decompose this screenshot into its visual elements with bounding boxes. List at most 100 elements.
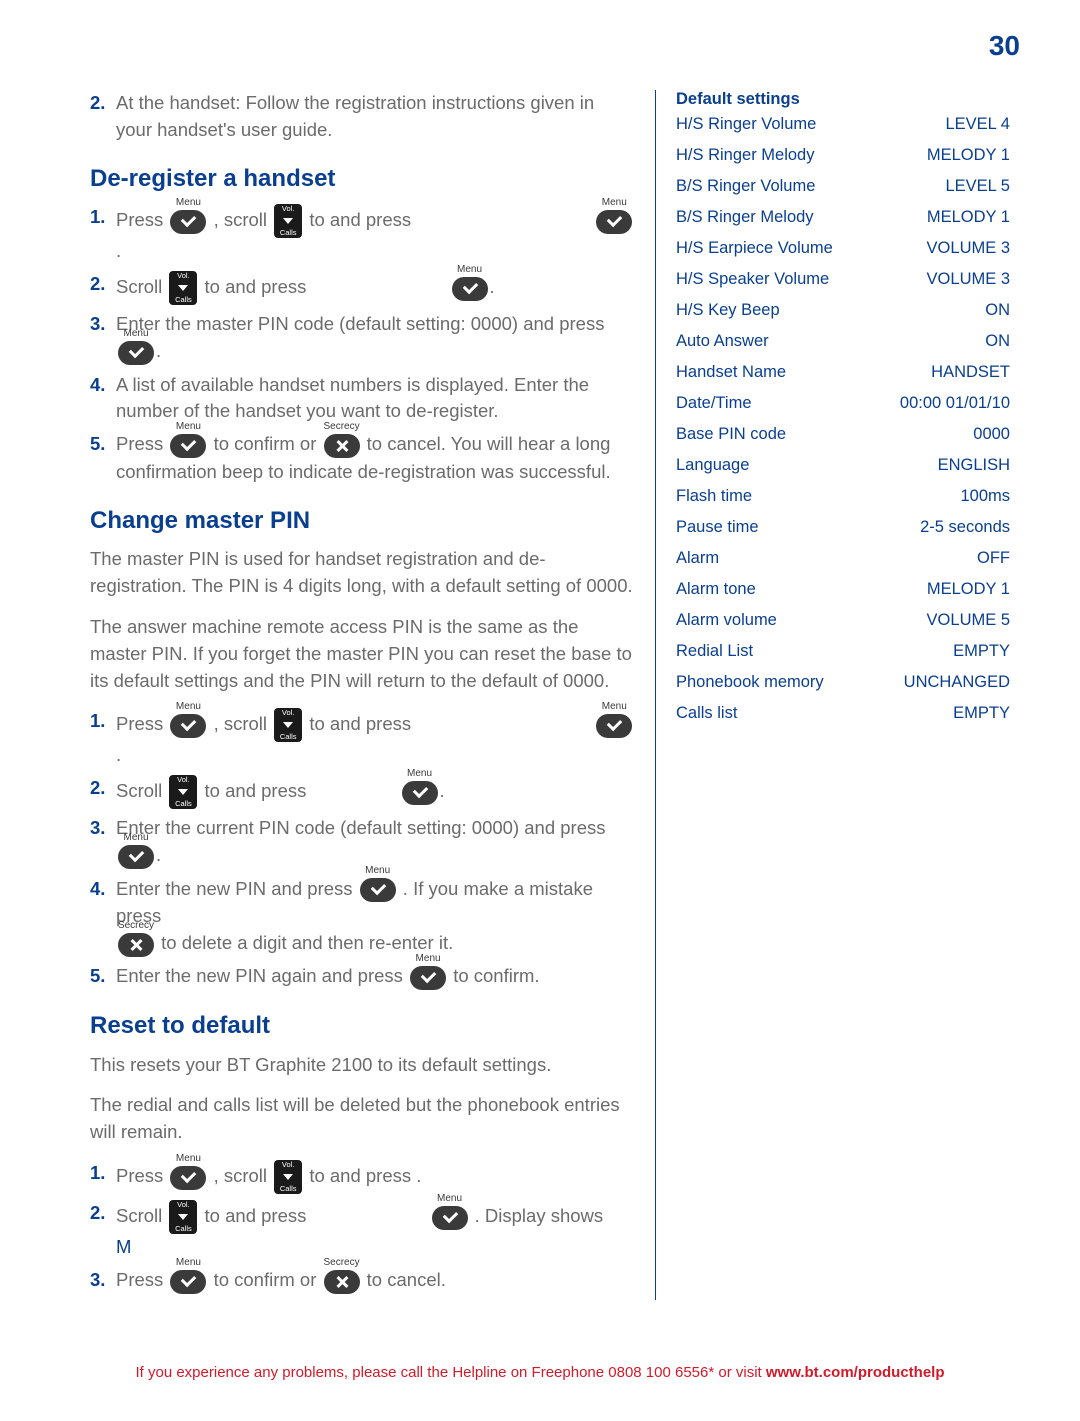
settings-value: MELODY 1 (927, 208, 1010, 227)
menu-check-icon: Menu (402, 779, 438, 806)
icon-label: Menu (437, 1192, 462, 1207)
settings-label: Calls list (676, 704, 737, 723)
settings-label: Flash time (676, 487, 752, 506)
settings-label: H/S Ringer Melody (676, 146, 814, 165)
left-column: 2. At the handset: Follow the registrati… (90, 90, 635, 1300)
settings-value: ON (985, 332, 1010, 351)
text-frag: Press (116, 209, 168, 230)
text-frag: Enter the new PIN again and press (116, 965, 408, 986)
vol-top-label: Vol. (169, 1201, 197, 1209)
settings-row: Base PIN code0000 (676, 425, 1010, 444)
menu-check-icon: Menu (170, 432, 206, 459)
settings-label: H/S Earpiece Volume (676, 239, 833, 258)
settings-value: LEVEL 5 (945, 177, 1010, 196)
step-text: A list of available handset numbers is d… (116, 372, 635, 426)
step-number: 4. (90, 372, 116, 399)
main-content: 2. At the handset: Follow the registrati… (90, 90, 1020, 1300)
deregister-step-4: 4. A list of available handset numbers i… (90, 372, 635, 426)
settings-label: B/S Ringer Volume (676, 177, 815, 196)
changepin-step-4: 4. Enter the new PIN and press Menu . If… (90, 876, 635, 958)
deregister-step-3: 3. Enter the master PIN code (default se… (90, 311, 635, 365)
vol-top-label: Vol. (274, 709, 302, 717)
settings-value: EMPTY (953, 642, 1010, 661)
vol-top-label: Vol. (169, 272, 197, 280)
vol-top-label: Vol. (274, 205, 302, 213)
text-frag: Press (116, 713, 168, 734)
settings-label: Handset Name (676, 363, 786, 382)
step-number: 3. (90, 1267, 116, 1294)
reset-step-3: 3. Press Menu to confirm or Secrecy to c… (90, 1267, 635, 1295)
menu-check-icon: Menu (118, 339, 154, 366)
vol-calls-icon: Vol. Calls (169, 1200, 197, 1234)
icon-label: Secrecy (323, 1256, 359, 1271)
step-number: 3. (90, 311, 116, 338)
changepin-para-1: The master PIN is used for handset regis… (90, 546, 635, 600)
settings-row: Phonebook memoryUNCHANGED (676, 673, 1010, 692)
step-number: 5. (90, 431, 116, 458)
text-frag: to confirm or (214, 433, 322, 454)
settings-label: Date/Time (676, 394, 752, 413)
icon-label: Menu (176, 1256, 201, 1271)
step-text: Enter the master PIN code (default setti… (116, 311, 635, 365)
vol-top-label: Vol. (169, 776, 197, 784)
menu-check-icon: Menu (596, 712, 632, 739)
settings-label: Alarm (676, 549, 719, 568)
settings-row: B/S Ringer Volume LEVEL 5 (676, 177, 1010, 196)
vol-calls-icon: Vol.Calls (274, 708, 302, 742)
footer-text: If you experience any problems, please c… (135, 1364, 765, 1381)
settings-value: ON (985, 301, 1010, 320)
settings-value: 100ms (960, 487, 1010, 506)
settings-row: H/S Key Beep ON (676, 301, 1010, 320)
icon-label: Secrecy (118, 919, 154, 934)
heading-changepin: Change master PIN (90, 504, 635, 539)
text-frag: Press (116, 1165, 168, 1186)
icon-label: Secrecy (323, 420, 359, 435)
changepin-step-5: 5. Enter the new PIN again and press Men… (90, 963, 635, 991)
text-frag: Scroll (116, 1205, 167, 1226)
icon-label: Menu (123, 831, 148, 846)
text-frag: , scroll (214, 1165, 273, 1186)
settings-row: B/S Ringer MelodyMELODY 1 (676, 208, 1010, 227)
step-number: 1. (90, 708, 116, 735)
text-frag: M (116, 1236, 131, 1257)
deregister-step-5: 5. Press Menu to confirm or Secrecy to c… (90, 431, 635, 485)
vol-bottom-label: Calls (169, 1225, 197, 1233)
text-frag: to confirm or (214, 1269, 322, 1290)
step-text: Scroll Vol.Calls to and press Menu. (116, 271, 635, 305)
settings-label: H/S Key Beep (676, 301, 780, 320)
vol-calls-icon: Vol.Calls (274, 1160, 302, 1194)
settings-row: Redial ListEMPTY (676, 642, 1010, 661)
deregister-step-1: 1. Press Menu , scroll Vol.Calls to and … (90, 204, 635, 265)
settings-row: Calls list EMPTY (676, 704, 1010, 723)
reset-para-2: The redial and calls list will be delete… (90, 1092, 635, 1146)
right-column-default-settings: Default settings H/S Ringer VolumeLEVEL … (655, 90, 1010, 1300)
menu-check-icon: Menu (118, 843, 154, 870)
settings-value: 00:00 01/01/10 (900, 394, 1010, 413)
settings-value: VOLUME 3 (927, 270, 1010, 289)
step-text: Enter the current PIN code (default sett… (116, 815, 635, 869)
icon-label: Menu (457, 263, 482, 278)
text-frag: Enter the master PIN code (default setti… (116, 313, 604, 334)
text-frag: Scroll (116, 780, 167, 801)
settings-value: HANDSET (931, 363, 1010, 382)
default-settings-title: Default settings (676, 90, 1010, 109)
icon-label: Menu (602, 700, 627, 715)
settings-row: LanguageENGLISH (676, 456, 1010, 475)
vol-bottom-label: Calls (274, 1185, 302, 1193)
icon-label: Menu (407, 767, 432, 782)
menu-check-icon: Menu (170, 1164, 206, 1191)
step-number: 2. (90, 775, 116, 802)
settings-label: H/S Speaker Volume (676, 270, 829, 289)
settings-row: H/S Earpiece VolumeVOLUME 3 (676, 239, 1010, 258)
reset-step-2: 2. Scroll Vol.Calls to and press Menu . … (90, 1200, 635, 1261)
menu-check-icon: Menu (170, 712, 206, 739)
settings-value: EMPTY (953, 704, 1010, 723)
menu-check-icon: Menu (596, 208, 632, 235)
text-frag: , scroll (214, 713, 273, 734)
settings-label: Phonebook memory (676, 673, 824, 692)
settings-row: Pause time2-5 seconds (676, 518, 1010, 537)
text-frag: to confirm. (453, 965, 539, 986)
menu-check-icon: Menu (432, 1204, 468, 1231)
settings-label: Language (676, 456, 749, 475)
settings-value: MELODY 1 (927, 146, 1010, 165)
